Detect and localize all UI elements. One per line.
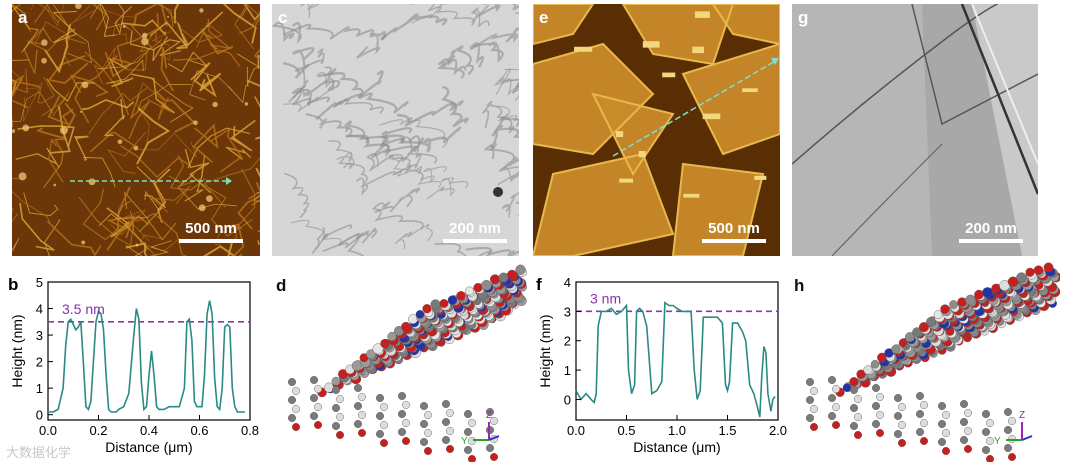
y-axis-label: Height (nm)	[537, 314, 553, 387]
axis-y-label: Y	[994, 436, 1001, 447]
scalebar-e-text: 500 nm	[708, 220, 760, 237]
y-tick-label: 0	[564, 392, 571, 407]
x-axis-label: Distance (μm)	[105, 439, 192, 455]
panel-label-b: b	[8, 275, 18, 294]
tem-image-c: c 200 nm	[272, 4, 519, 256]
panel-label-f: f	[536, 275, 542, 294]
model-d-render: ZY	[288, 264, 527, 462]
afm-e-texture	[533, 4, 780, 256]
y-tick-label: 2	[564, 334, 571, 349]
scan-line-e	[612, 59, 778, 157]
profile-line	[575, 301, 776, 418]
panel-label-h: h	[794, 276, 805, 295]
annotation-label: 3 nm	[590, 290, 621, 306]
height-profile-chart-f: 0.0 0.5 1.0 1.5 2.0 0 1 2 3 4 Distance (μm) Height …	[536, 275, 787, 455]
axis-y-label: Y	[461, 436, 468, 447]
afm-image-e: e 500 nm	[533, 4, 780, 256]
y-tick-label: 0	[36, 408, 43, 423]
x-axis-label: Distance (μm)	[633, 439, 720, 455]
y-tick-label: 5	[36, 275, 43, 290]
tem-g-texture	[792, 4, 1038, 256]
tem-image-g: g 200 nm	[792, 4, 1038, 256]
scalebar-g-text: 200 nm	[965, 220, 1017, 237]
x-tick-label: 2.0	[769, 423, 787, 438]
scalebar-g: 200 nm	[954, 220, 1028, 243]
y-tick-label: 3	[36, 328, 43, 343]
x-tick-label: 1.0	[668, 423, 686, 438]
watermark: 大数据化学	[6, 446, 72, 461]
panel-label-c: c	[278, 8, 288, 27]
profile-line	[48, 300, 245, 413]
y-tick-label: 1	[36, 381, 43, 396]
scalebar-a: 500 nm	[174, 220, 248, 243]
panel-label-d: d	[276, 276, 287, 295]
scalebar-a-bar	[179, 239, 243, 243]
height-profile-chart-b: 0.0 0.2 0.4 0.6 0.8 0 1 2 3 4 5 Distance (μm) Height…	[8, 275, 259, 455]
x-tick-label: 0.8	[241, 423, 259, 438]
x-tick-label: 0.4	[140, 423, 158, 438]
scalebar-a-text: 500 nm	[185, 220, 237, 237]
panel-label-e: e	[539, 8, 549, 27]
afm-image-a: a 500 nm	[12, 4, 260, 256]
annotation-label: 3.5 nm	[62, 301, 105, 317]
tem-c-texture	[272, 4, 519, 256]
scalebar-e-bar	[702, 239, 766, 243]
x-tick-label: 0.6	[190, 423, 208, 438]
x-tick-label: 0.5	[617, 423, 635, 438]
y-tick-label: 4	[36, 302, 43, 317]
afm-a-texture	[12, 4, 260, 256]
y-tick-label: 2	[36, 355, 43, 370]
y-axis-label: Height (nm)	[9, 314, 25, 387]
scalebar-g-bar	[959, 239, 1023, 243]
panel-label-a: a	[18, 8, 28, 27]
scalebar-c-bar	[443, 239, 507, 243]
axis-z-label: Z	[486, 410, 492, 421]
panel-label-g: g	[798, 8, 809, 27]
scalebar-c-text: 200 nm	[449, 220, 501, 237]
y-tick-label: 3	[564, 304, 571, 319]
y-tick-label: 4	[564, 275, 571, 290]
x-tick-label: 0.2	[89, 423, 107, 438]
x-tick-label: 1.5	[718, 423, 736, 438]
scalebar-e: 500 nm	[697, 220, 771, 243]
axis-z-label: Z	[1019, 410, 1025, 421]
x-tick-label: 0.0	[39, 423, 57, 438]
x-tick-label: 0.0	[567, 423, 585, 438]
y-tick-label: 1	[564, 363, 571, 378]
scalebar-c: 200 nm	[438, 220, 512, 243]
model-h-render: ZY	[806, 262, 1060, 462]
